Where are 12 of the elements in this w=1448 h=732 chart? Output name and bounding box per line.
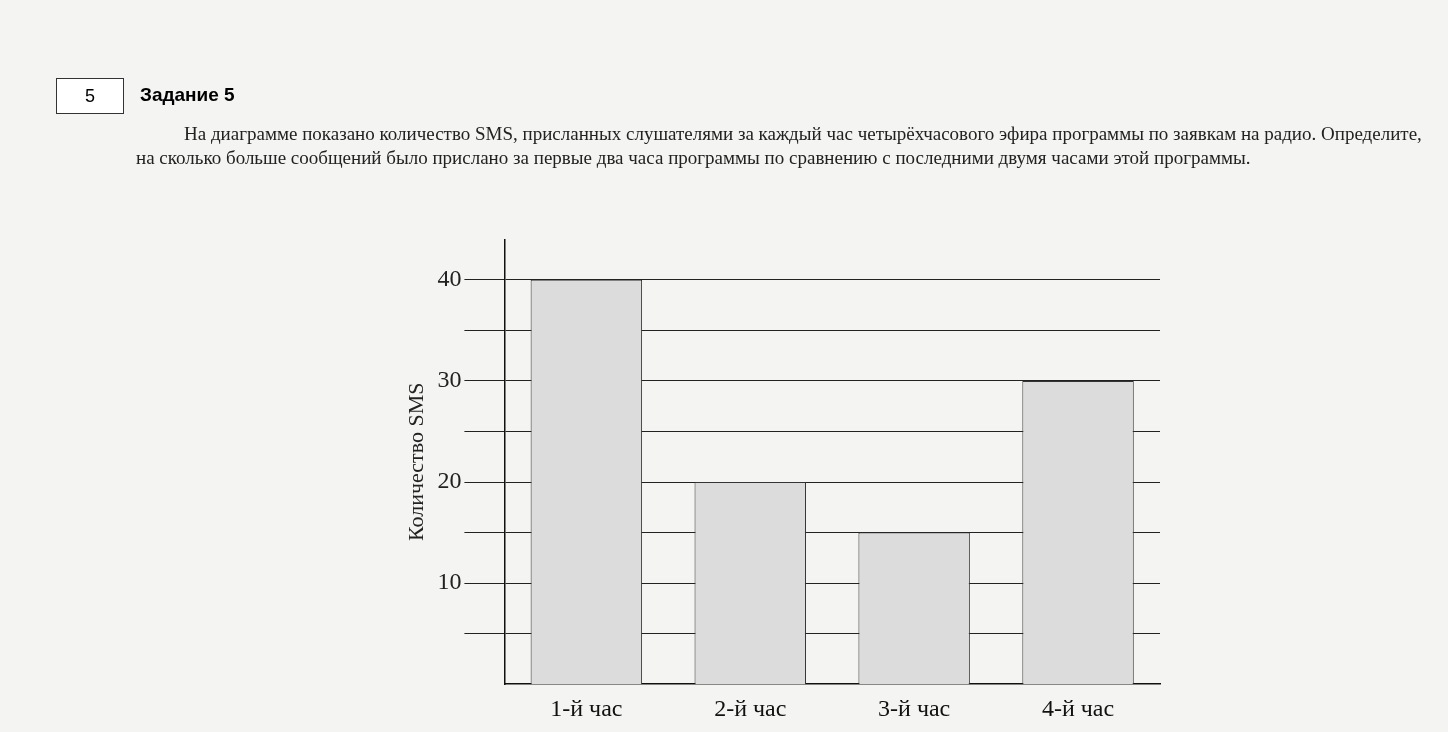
text: Задание 5 xyxy=(140,84,235,106)
x-tick-label: 1-й час xyxy=(550,694,623,721)
y-tick-label: 20 xyxy=(437,467,462,494)
text: 5 xyxy=(56,78,124,114)
y-tick-label: 10 xyxy=(437,568,462,595)
x-tick-label: 4-й час xyxy=(1041,694,1115,721)
y-axis-title: Количество SMS xyxy=(402,382,428,542)
x-tick-label: 2-й час xyxy=(714,694,787,721)
y-tick-label: 40 xyxy=(437,265,462,292)
chart-subtitle: На диаграмме показано количество SMS, присланных слушателями за каждый час четырёхчасового эфира программы по заявкам на радио. Определите, на сколько больше сообщений было прислано за первые два часа программы по сравнению с последними двумя часами этой программы. xyxy=(136,122,1423,170)
y-tick-label: 30 xyxy=(437,366,462,393)
x-tick-label: 3-й час xyxy=(878,694,951,721)
